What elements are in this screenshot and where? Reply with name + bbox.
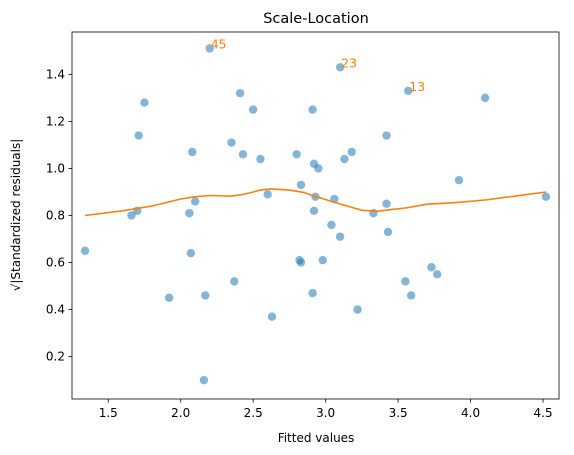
y-tick-label: 0.8 <box>46 209 65 223</box>
point-annotation: 45 <box>211 36 227 51</box>
data-point <box>185 208 194 218</box>
data-point <box>335 232 345 241</box>
data-point <box>263 190 272 199</box>
data-point <box>140 98 149 107</box>
data-point <box>190 197 200 206</box>
chart-title: Scale-Location <box>263 11 369 27</box>
data-point <box>230 277 239 286</box>
data-point <box>227 138 236 147</box>
data-point <box>188 147 197 157</box>
data-point <box>383 227 393 237</box>
x-axis: 1.5 2.0 2.5 3.0 3.5 4.0 4.5 <box>99 399 553 420</box>
data-point <box>256 154 265 164</box>
x-tick-label: 1.5 <box>99 406 118 420</box>
point-annotation: 13 <box>409 79 425 94</box>
y-axis: 0.2 0.4 0.6 0.8 1.0 1.2 1.4 <box>46 67 72 364</box>
data-point <box>347 147 356 157</box>
data-point <box>201 291 210 300</box>
lowess-line <box>84 188 547 217</box>
data-point <box>353 305 362 314</box>
data-point <box>335 63 345 72</box>
data-point <box>382 199 391 208</box>
data-point <box>454 176 464 185</box>
data-point <box>318 255 327 265</box>
data-point <box>404 86 413 96</box>
data-point <box>199 375 209 385</box>
data-point <box>164 293 174 303</box>
data-point <box>248 105 258 114</box>
data-point <box>235 88 245 98</box>
y-axis-label: √|Standardized residuals| <box>9 139 23 292</box>
y-tick-label: 1.2 <box>46 114 65 128</box>
data-point <box>308 288 317 298</box>
x-tick-label: 4.0 <box>461 406 480 420</box>
data-point <box>296 258 306 267</box>
x-axis-label: Fitted values <box>278 431 355 445</box>
data-point <box>267 312 277 321</box>
data-point <box>238 150 248 159</box>
point-annotation: 23 <box>341 55 357 70</box>
x-tick-label: 2.5 <box>244 406 263 420</box>
x-tick-label: 3.0 <box>316 406 335 420</box>
data-point <box>480 93 490 103</box>
x-tick-label: 2.0 <box>171 406 190 420</box>
data-point <box>314 164 323 173</box>
data-point <box>401 277 410 286</box>
data-point <box>127 211 136 220</box>
y-tick-label: 0.6 <box>46 256 65 270</box>
x-tick-label: 4.5 <box>534 406 553 420</box>
y-tick-label: 1.0 <box>46 161 65 175</box>
data-point <box>433 270 442 279</box>
y-tick-label: 1.4 <box>46 67 65 81</box>
data-point <box>134 131 143 140</box>
data-point <box>205 44 214 53</box>
data-point <box>80 246 90 255</box>
x-tick-label: 3.5 <box>389 406 408 420</box>
data-point <box>406 291 416 300</box>
data-point <box>427 263 436 272</box>
data-point <box>296 180 306 190</box>
data-point <box>292 150 301 159</box>
data-point <box>186 248 196 258</box>
y-tick-label: 0.2 <box>46 350 65 364</box>
data-point <box>340 154 349 164</box>
data-point <box>382 131 391 140</box>
y-tick-label: 0.4 <box>46 303 65 317</box>
plot-area: 45 23 13 <box>80 36 551 385</box>
data-point <box>541 192 551 201</box>
data-point <box>308 105 317 114</box>
data-point <box>309 206 319 215</box>
data-point <box>327 220 336 230</box>
